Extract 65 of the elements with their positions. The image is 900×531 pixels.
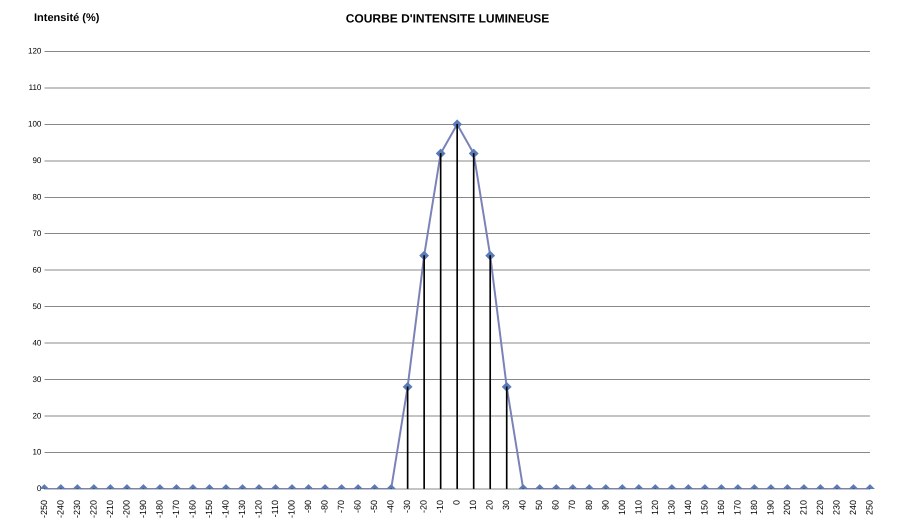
x-tick-label: -220 bbox=[88, 500, 98, 518]
x-tick-label: -110 bbox=[270, 500, 280, 518]
x-tick-label: 240 bbox=[848, 500, 858, 516]
y-tick-label: 70 bbox=[32, 228, 42, 238]
x-tick-label: 40 bbox=[518, 500, 528, 510]
y-tick-label: 50 bbox=[32, 302, 42, 311]
y-axis-title: Intensité (%) bbox=[34, 12, 100, 24]
x-tick-label: 100 bbox=[616, 500, 627, 516]
x-tick-label: -160 bbox=[187, 500, 198, 518]
x-tick-label: -200 bbox=[121, 500, 132, 518]
x-tick-label: -120 bbox=[254, 500, 264, 518]
x-tick-label: -90 bbox=[303, 500, 314, 513]
x-tick-label: -140 bbox=[220, 500, 230, 518]
x-tick-label: -170 bbox=[170, 500, 181, 518]
y-tick-label: 120 bbox=[28, 46, 42, 56]
y-tick-label: 80 bbox=[32, 192, 42, 202]
y-tick-label: 10 bbox=[32, 448, 42, 457]
x-tick-label: -150 bbox=[204, 500, 214, 518]
x-tick-label: 170 bbox=[732, 500, 742, 516]
x-tick-label: -190 bbox=[138, 500, 148, 518]
x-tick-label: -130 bbox=[236, 500, 247, 518]
x-tick-label: -70 bbox=[336, 500, 346, 513]
y-tick-label: 20 bbox=[32, 411, 42, 420]
x-tick-label: 60 bbox=[550, 500, 561, 510]
x-tick-label: 230 bbox=[831, 500, 842, 516]
x-tick-label: -80 bbox=[320, 500, 330, 513]
x-tick-label: 130 bbox=[666, 500, 676, 516]
y-tick-label: 30 bbox=[32, 374, 42, 384]
x-tick-label: -20 bbox=[418, 500, 429, 513]
y-tick-label: 90 bbox=[32, 156, 42, 165]
x-tick-label: -50 bbox=[369, 500, 380, 513]
x-tick-label: -240 bbox=[55, 500, 66, 518]
x-tick-label: -100 bbox=[286, 500, 297, 518]
x-tick-label: 140 bbox=[682, 500, 693, 516]
x-tick-label: 110 bbox=[633, 500, 644, 514]
x-tick-label: 50 bbox=[534, 500, 544, 510]
x-tick-label: 190 bbox=[765, 500, 776, 516]
x-tick-label: 120 bbox=[650, 500, 660, 516]
x-tick-label: 220 bbox=[814, 500, 825, 516]
x-tick-label: 150 bbox=[699, 500, 710, 516]
x-tick-label: -40 bbox=[386, 500, 396, 513]
x-tick-label: 20 bbox=[484, 500, 495, 510]
x-tick-label: -250 bbox=[38, 500, 49, 518]
x-tick-label: 30 bbox=[501, 500, 512, 510]
x-tick-label: -230 bbox=[72, 500, 82, 518]
x-tick-label: 70 bbox=[567, 500, 578, 510]
x-tick-label: 250 bbox=[864, 500, 874, 516]
x-tick-label: 180 bbox=[748, 500, 759, 516]
x-tick-label: -60 bbox=[352, 500, 363, 513]
y-tick-label: 60 bbox=[32, 265, 42, 274]
x-tick-label: -210 bbox=[104, 500, 115, 518]
chart-title: COURBE D'INTENSITE LUMINEUSE bbox=[346, 12, 550, 26]
x-tick-label: 10 bbox=[468, 500, 478, 510]
y-tick-label: 100 bbox=[28, 120, 42, 129]
x-tick-label: 200 bbox=[782, 500, 792, 516]
x-tick-label: 90 bbox=[600, 500, 610, 510]
x-tick-label: -30 bbox=[402, 500, 412, 513]
x-tick-label: 160 bbox=[716, 500, 726, 516]
x-tick-label: 80 bbox=[584, 500, 594, 510]
x-tick-label: -180 bbox=[154, 500, 164, 518]
x-tick-label: -10 bbox=[435, 500, 446, 513]
y-tick-label: 110 bbox=[28, 83, 42, 92]
x-tick-label: 0 bbox=[452, 500, 462, 505]
x-tick-label: 210 bbox=[798, 500, 808, 516]
y-tick-label: 40 bbox=[32, 338, 42, 348]
